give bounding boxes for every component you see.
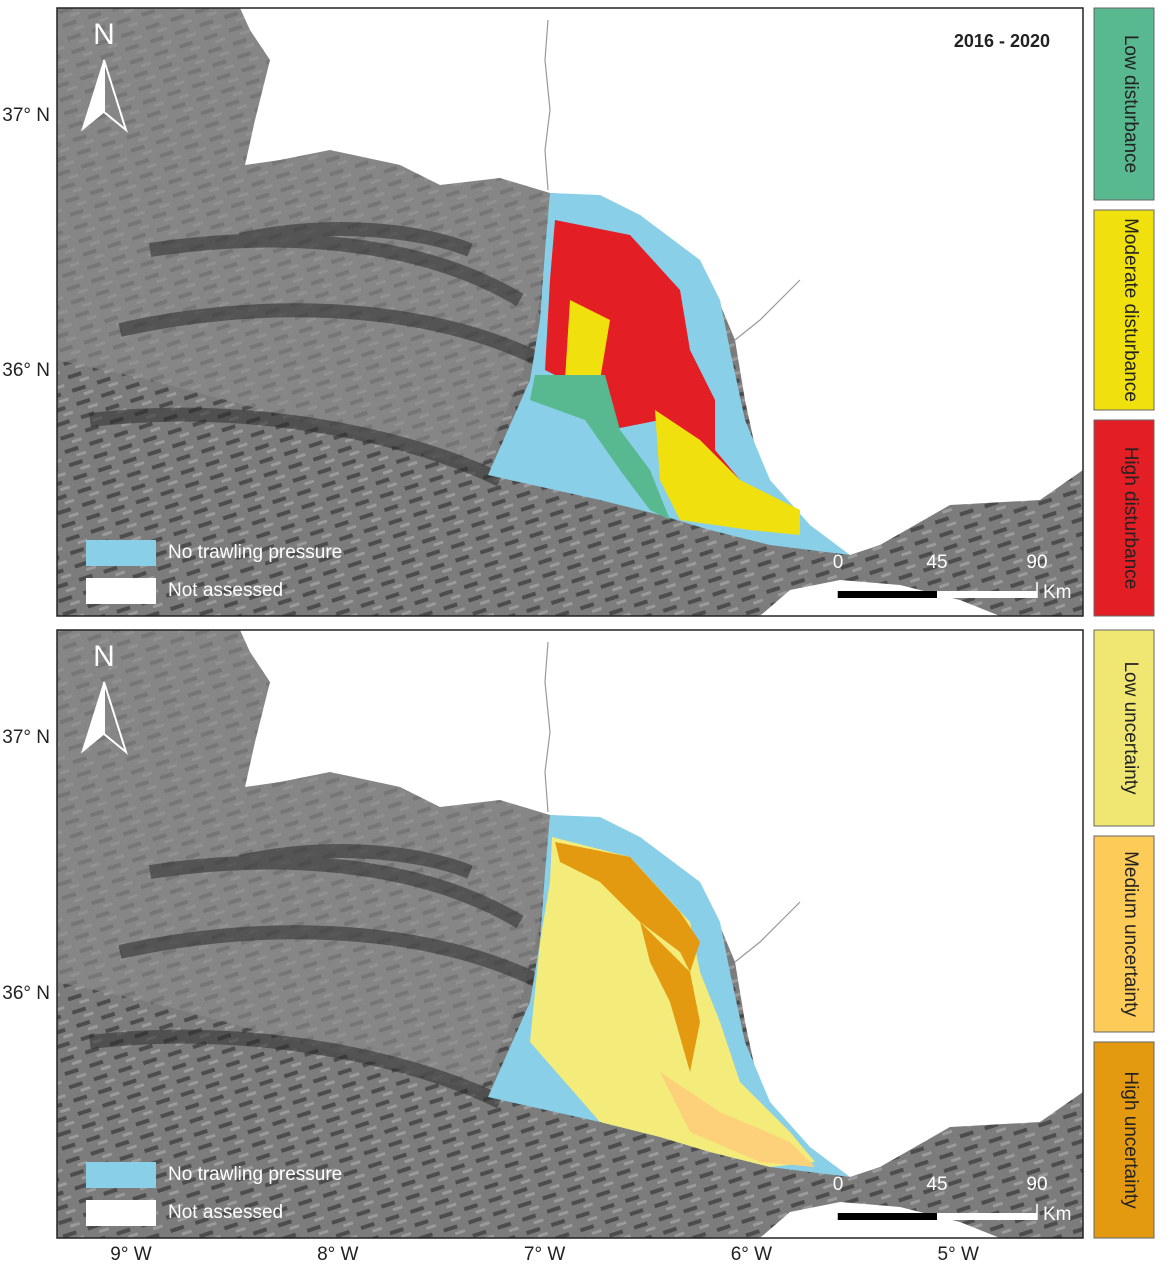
- map-panel-uncertainty: [57, 630, 1083, 1238]
- legend-label: Low uncertainty: [1120, 661, 1141, 795]
- lon-label: 7° W: [524, 1244, 565, 1265]
- scale-label: 0: [833, 552, 844, 573]
- lat-label: 37° N: [2, 727, 50, 748]
- north-label: N: [93, 640, 115, 673]
- scale-label: 45: [926, 552, 947, 573]
- legend-label: High disturbance: [1120, 447, 1141, 590]
- lat-label: 37° N: [2, 105, 50, 126]
- legend-box: [1093, 629, 1155, 827]
- lon-labels: 9° W 8° W 7° W 6° W 5° W: [110, 1244, 979, 1265]
- map-panel-disturbance: [57, 8, 1083, 616]
- legend-label: High uncertainty: [1120, 1071, 1141, 1209]
- legend-box: [1093, 1041, 1155, 1239]
- lat-label: 36° N: [2, 360, 50, 381]
- scale-unit: Km: [1043, 582, 1072, 603]
- legend-label: No trawling pressure: [168, 542, 342, 563]
- lon-label: 5° W: [938, 1244, 979, 1265]
- scale-label: 90: [1026, 552, 1047, 573]
- lon-label: 8° W: [317, 1244, 358, 1265]
- panel-frame: [56, 7, 1084, 617]
- legend-label: Medium uncertainty: [1120, 851, 1141, 1017]
- scale-label: 0: [833, 1174, 844, 1195]
- legend-box: [1093, 419, 1155, 617]
- north-label: N: [93, 18, 115, 51]
- scale-unit: Km: [1043, 1204, 1072, 1225]
- scale-label: 45: [926, 1174, 947, 1195]
- legend-box: [1093, 7, 1155, 201]
- legend-label: Not assessed: [168, 1202, 283, 1223]
- legend-label: Not assessed: [168, 580, 283, 601]
- lat-label: 36° N: [2, 983, 50, 1004]
- legend-label: No trawling pressure: [168, 1164, 342, 1185]
- lon-label: 9° W: [110, 1244, 151, 1265]
- scale-label: 90: [1026, 1174, 1047, 1195]
- period-title: 2016 - 2020: [954, 31, 1050, 51]
- panel-frame: [56, 629, 1084, 1239]
- legend-label: Low disturbance: [1120, 35, 1141, 173]
- legend-label: Moderate disturbance: [1120, 218, 1141, 402]
- lon-label: 6° W: [731, 1244, 772, 1265]
- legend-box: [1093, 209, 1155, 411]
- side-legend: Low disturbance Moderate disturbance High …: [1093, 7, 1155, 1239]
- legend-box: [1093, 835, 1155, 1033]
